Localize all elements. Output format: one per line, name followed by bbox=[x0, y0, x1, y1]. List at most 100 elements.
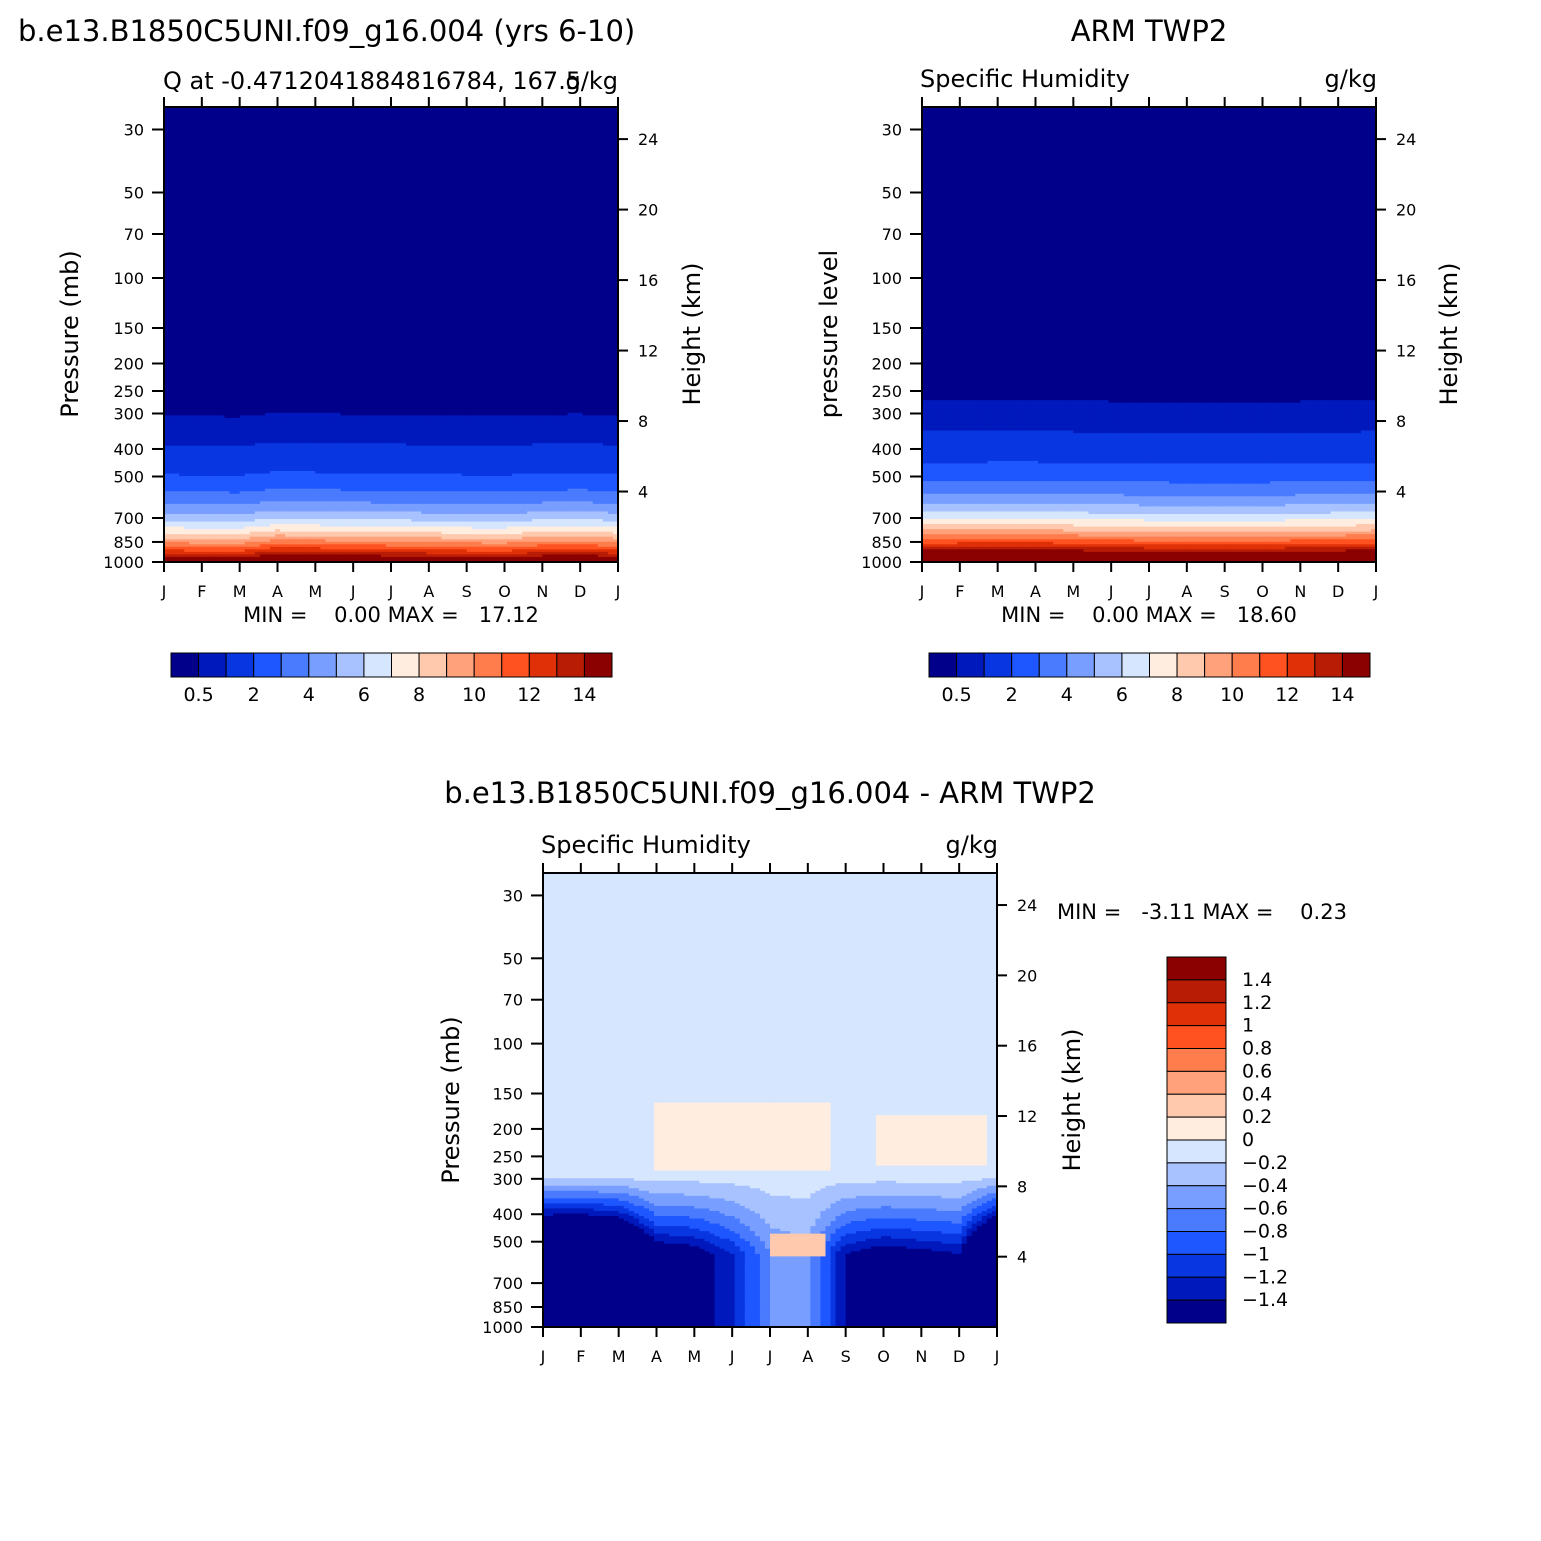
field-cell bbox=[375, 152, 382, 156]
field-cell bbox=[507, 152, 513, 156]
field-cell bbox=[431, 132, 437, 136]
field-cell bbox=[280, 132, 286, 136]
field-cell bbox=[406, 139, 412, 143]
field-cell bbox=[274, 157, 281, 161]
field-cell bbox=[310, 107, 316, 111]
field-cell bbox=[522, 152, 528, 156]
field-cell bbox=[607, 147, 614, 151]
field-cell bbox=[224, 149, 231, 154]
field-cell bbox=[305, 129, 311, 133]
field-cell bbox=[542, 127, 548, 131]
field-cell bbox=[385, 134, 392, 138]
field-cell bbox=[542, 142, 548, 146]
field-cell bbox=[199, 149, 205, 154]
field-cell bbox=[537, 129, 543, 133]
field-cell bbox=[391, 137, 397, 141]
field-cell bbox=[411, 122, 417, 126]
field-cell bbox=[396, 129, 402, 133]
field-cell bbox=[597, 157, 604, 161]
field-cell bbox=[471, 147, 478, 151]
field-cell bbox=[476, 139, 483, 143]
field-cell bbox=[476, 152, 483, 156]
field-cell bbox=[254, 160, 261, 164]
field-cell bbox=[209, 132, 216, 136]
field-cell bbox=[169, 142, 175, 146]
field-cell bbox=[310, 160, 316, 164]
field-cell bbox=[380, 112, 387, 116]
field-cell bbox=[456, 149, 463, 154]
field-cell bbox=[491, 107, 498, 111]
field-cell bbox=[421, 155, 427, 159]
field-cell bbox=[602, 152, 609, 156]
field-cell bbox=[224, 129, 231, 133]
field-cell bbox=[330, 142, 337, 146]
field-cell bbox=[562, 119, 569, 123]
field-cell bbox=[441, 119, 448, 123]
field-cell bbox=[481, 117, 488, 121]
field-cell bbox=[295, 109, 301, 113]
field-cell bbox=[224, 160, 231, 164]
field-cell bbox=[360, 155, 367, 159]
field-cell bbox=[169, 119, 175, 123]
field-cell bbox=[431, 149, 437, 154]
field-cell bbox=[269, 129, 276, 133]
field-cell bbox=[562, 107, 569, 111]
field-cell bbox=[486, 107, 493, 111]
field-cell bbox=[426, 142, 432, 146]
field-cell bbox=[401, 127, 407, 131]
field-cell bbox=[431, 127, 437, 131]
field-cell bbox=[290, 157, 296, 161]
field-cell bbox=[360, 117, 367, 121]
field-cell bbox=[582, 119, 589, 123]
field-cell bbox=[396, 122, 402, 126]
field-cell bbox=[456, 107, 463, 111]
field-cell bbox=[325, 157, 332, 161]
field-cell bbox=[396, 149, 402, 154]
field-cell bbox=[199, 134, 205, 138]
field-cell bbox=[451, 147, 458, 151]
field-cell bbox=[325, 149, 332, 154]
field-cell bbox=[264, 155, 271, 159]
field-cell bbox=[396, 155, 402, 159]
field-cell bbox=[567, 109, 574, 113]
field-cell bbox=[396, 152, 402, 156]
field-cell bbox=[446, 139, 453, 143]
field-cell bbox=[224, 119, 231, 123]
field-cell bbox=[310, 124, 316, 128]
field-cell bbox=[219, 107, 226, 111]
field-cell bbox=[259, 157, 266, 161]
field-cell bbox=[501, 139, 508, 143]
field-cell bbox=[310, 142, 316, 146]
field-cell bbox=[532, 124, 538, 128]
field-cell bbox=[209, 147, 216, 151]
field-cell bbox=[396, 137, 402, 141]
field-cell bbox=[557, 109, 564, 113]
field-cell bbox=[572, 134, 579, 138]
field-cell bbox=[496, 122, 503, 126]
field-cell bbox=[214, 127, 221, 131]
field-cell bbox=[436, 137, 443, 141]
field-cell bbox=[602, 132, 609, 136]
field-cell bbox=[184, 157, 190, 161]
field-cell bbox=[537, 139, 543, 143]
field-cell bbox=[204, 137, 210, 141]
field-cell bbox=[451, 112, 458, 116]
field-cell bbox=[375, 122, 382, 126]
field-cell bbox=[552, 152, 559, 156]
field-cell bbox=[360, 147, 367, 151]
field-cell bbox=[496, 152, 503, 156]
field-cell bbox=[542, 149, 548, 154]
field-cell bbox=[385, 119, 392, 123]
field-cell bbox=[451, 114, 458, 118]
field-cell bbox=[204, 142, 210, 146]
field-cell bbox=[194, 142, 200, 146]
field-cell bbox=[345, 144, 352, 149]
field-cell bbox=[194, 152, 200, 156]
field-cell bbox=[310, 109, 316, 113]
field-cell bbox=[184, 139, 190, 143]
field-cell bbox=[174, 137, 180, 141]
field-cell bbox=[507, 124, 513, 128]
field-cell bbox=[436, 127, 443, 131]
field-cell bbox=[602, 137, 609, 141]
field-cell bbox=[224, 127, 231, 131]
